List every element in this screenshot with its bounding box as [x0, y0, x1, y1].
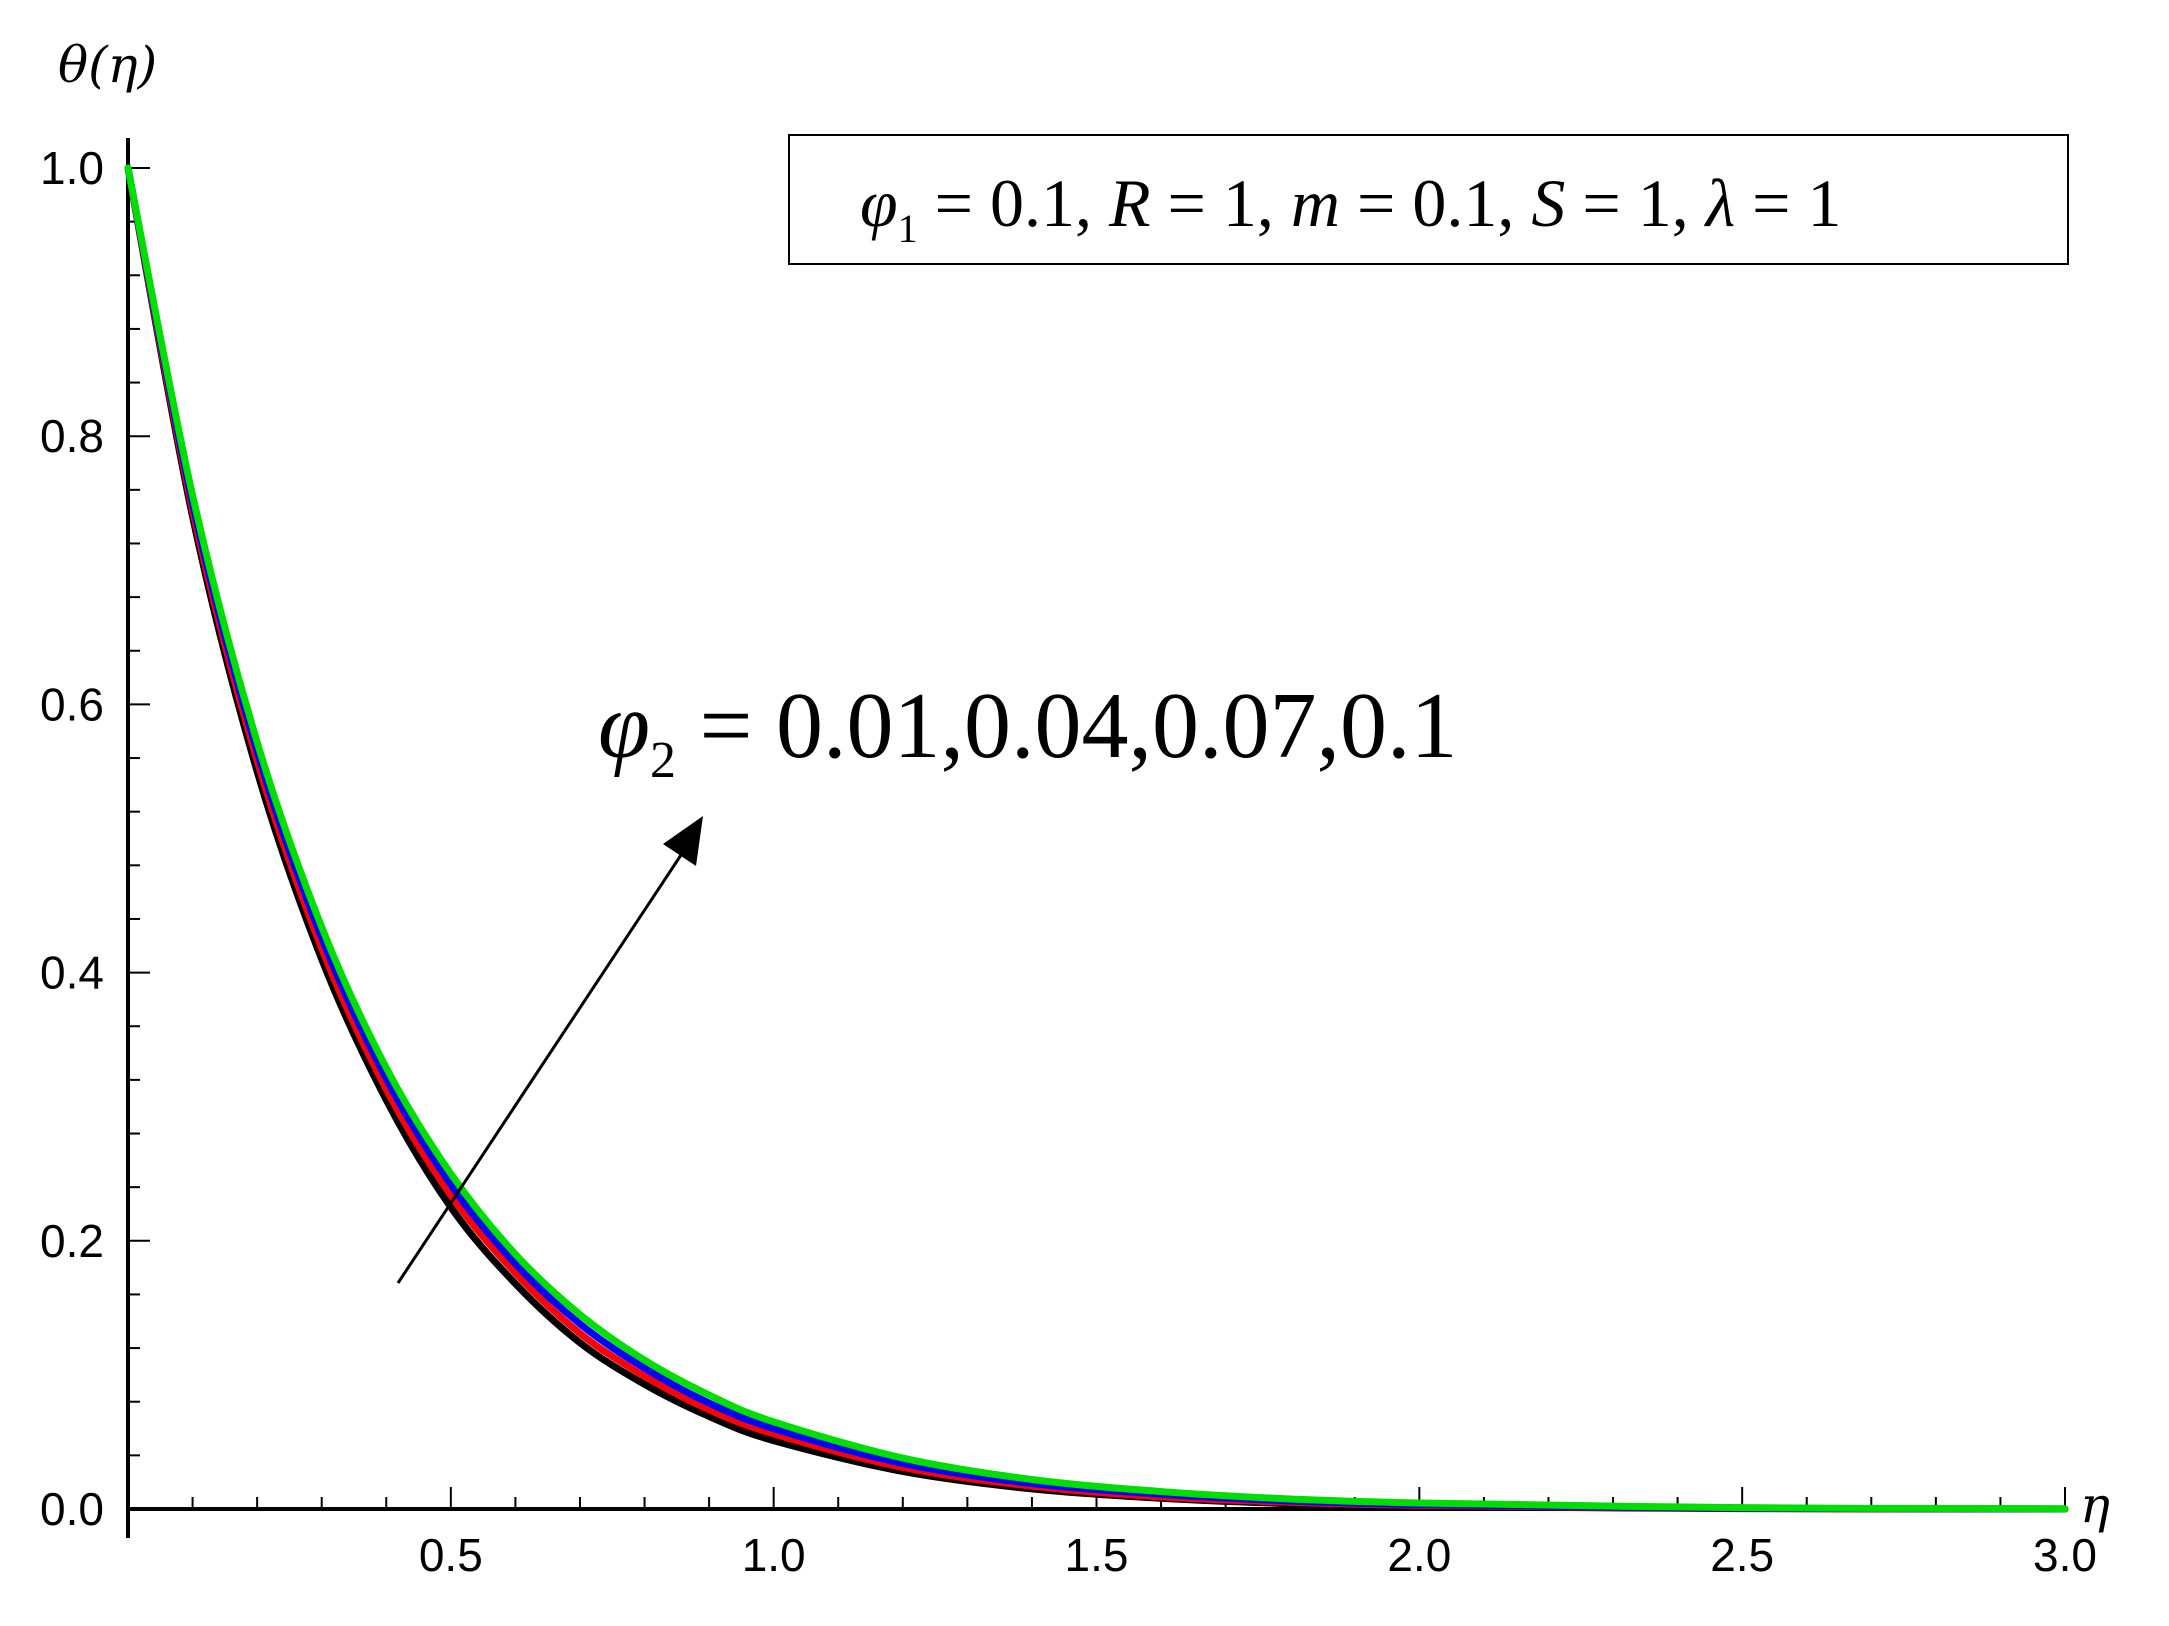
legend-eq3: = 0.1, [1340, 165, 1531, 241]
annotation-phi-subscript: 2 [650, 732, 676, 789]
legend-m: m [1291, 165, 1340, 241]
x-tick-label: 2.0 [1387, 1529, 1451, 1581]
y-tick-label: 0.8 [40, 410, 104, 462]
y-tick-label: 0.4 [40, 947, 104, 999]
legend-text: φ1 = 0.1, R = 1, m = 0.1, S = 1, λ = 1 [860, 165, 1842, 251]
legend-eq2: = 1, [1151, 165, 1291, 241]
annotation-text: φ2 = 0.01,0.04,0.07,0.1 [598, 674, 1458, 789]
y-tick-label: 0.2 [40, 1215, 104, 1267]
y-axis-label: θ(η) [58, 36, 157, 94]
legend-box [788, 134, 2069, 265]
annotation-phi: φ [598, 674, 650, 778]
tick-marks [128, 167, 2066, 1509]
legend-s: S [1531, 165, 1565, 241]
y-tick-label: 0.6 [40, 678, 104, 730]
legend-eq5: = 1 [1735, 165, 1841, 241]
x-tick-label: 0.5 [419, 1529, 483, 1581]
series-line-1 [124, 164, 2069, 1513]
x-tick-label: 1.5 [1065, 1529, 1129, 1581]
annotation-arrow-shaft [396, 851, 685, 1284]
legend-lambda: λ [1704, 165, 1735, 241]
y-tick-label: 1.0 [40, 142, 104, 194]
legend-r: R [1108, 165, 1151, 241]
series-line-3 [124, 164, 2069, 1513]
legend-eq4: = 1, [1565, 165, 1705, 241]
legend-phi: φ [860, 165, 898, 241]
x-axis-label: η [2080, 1476, 2110, 1534]
annotation-arrow-head [663, 816, 703, 866]
legend: φ1 = 0.1, R = 1, m = 0.1, S = 1, λ = 1 [788, 134, 2069, 265]
x-tick-label: 1.0 [742, 1529, 806, 1581]
x-tick-label: 2.5 [1710, 1529, 1774, 1581]
series-line-2 [124, 164, 2069, 1513]
legend-eq1: = 0.1, [918, 165, 1109, 241]
x-tick-label: 3.0 [2033, 1529, 2097, 1581]
series-line-4 [124, 164, 2069, 1513]
legend-phi-subscript: 1 [898, 206, 918, 251]
y-tick-label: 0.0 [40, 1483, 104, 1535]
annotation-values: = 0.01,0.04,0.07,0.1 [676, 674, 1458, 778]
tick-labels: 0.5 1.0 1.5 2.0 2.5 3.0 0.0 0.2 0.4 0.6 0.8 1.0 [40, 142, 2097, 1581]
series-layer [124, 164, 2069, 1513]
annotation: φ2 = 0.01,0.04,0.07,0.1 [396, 674, 1458, 1284]
